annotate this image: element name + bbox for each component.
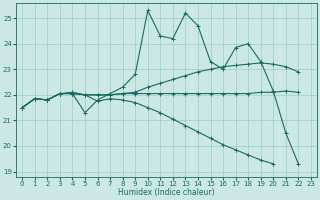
X-axis label: Humidex (Indice chaleur): Humidex (Indice chaleur): [118, 188, 215, 197]
